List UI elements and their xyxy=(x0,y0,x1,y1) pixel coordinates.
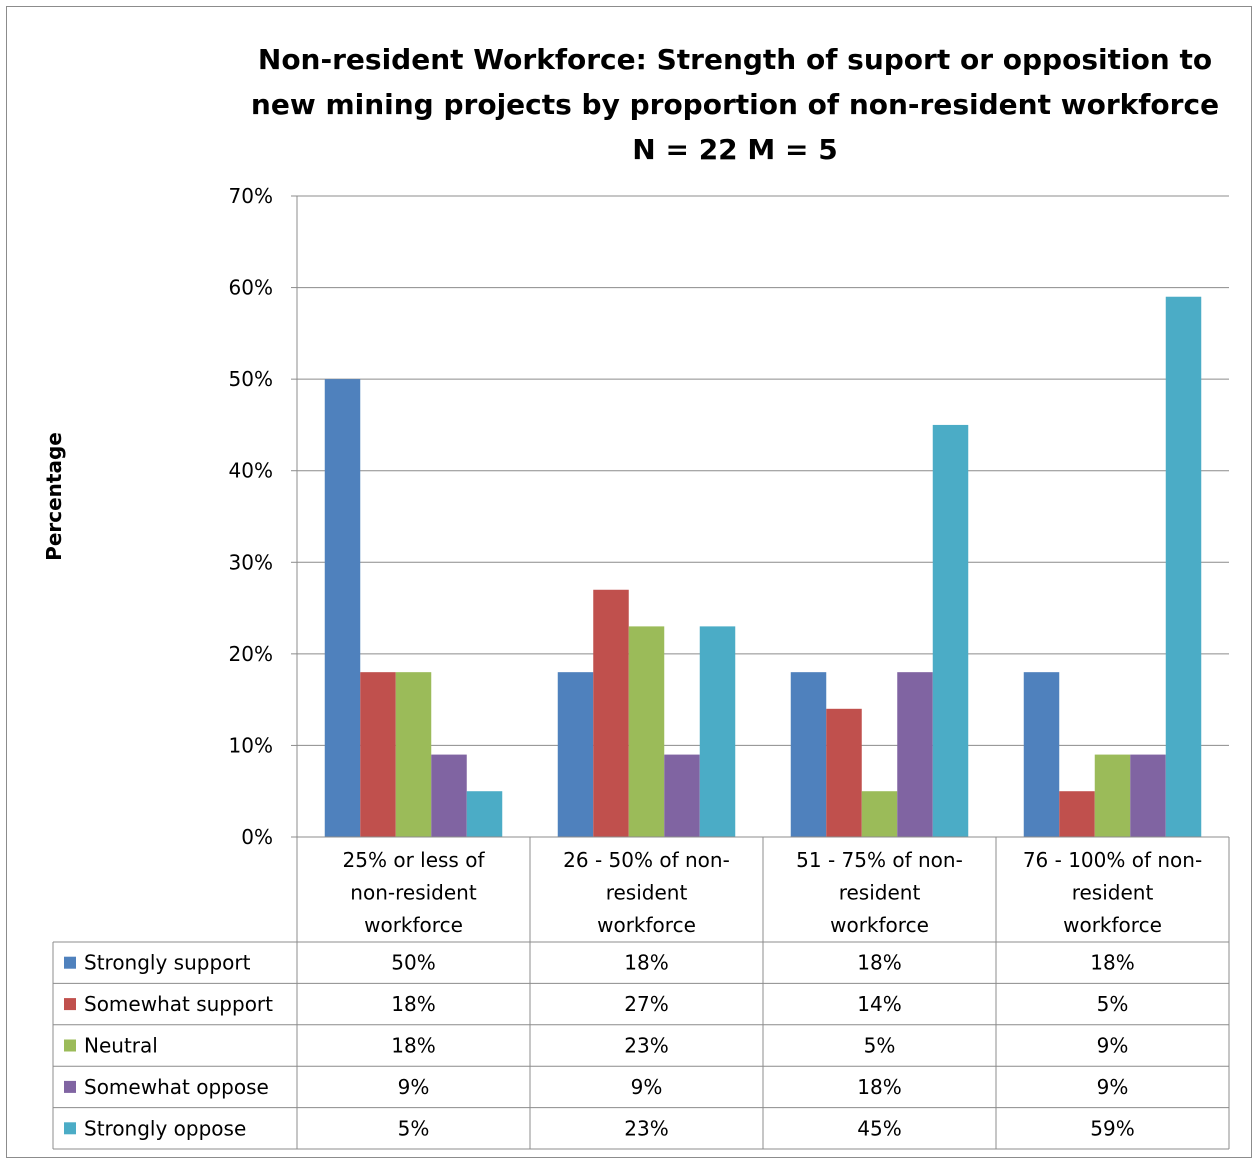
chart-title-line-2: new mining projects by proportion of non… xyxy=(251,88,1219,121)
data-label-3-3: 5% xyxy=(864,1034,896,1058)
category-label-2-line-1: 26 - 50% of non- xyxy=(563,848,730,872)
category-label-1-line-2: non-resident xyxy=(350,881,477,905)
category-label-1-line-3: workforce xyxy=(364,913,463,937)
bar-1-2 xyxy=(557,672,594,837)
y-tick-label-10: 10% xyxy=(229,733,273,757)
bar-2-3 xyxy=(826,708,862,837)
legend-label-3: Neutral xyxy=(84,1034,158,1058)
bar-1-4 xyxy=(1023,672,1060,837)
legend-swatch-1 xyxy=(64,956,76,969)
y-tick-label-20: 20% xyxy=(229,642,273,666)
data-label-3-1: 18% xyxy=(391,1034,435,1058)
data-label-2-4: 5% xyxy=(1097,992,1129,1016)
bar-5-4 xyxy=(1165,296,1202,837)
bar-1-1 xyxy=(324,379,361,837)
legend-label-5: Strongly oppose xyxy=(84,1116,246,1140)
category-label-2-line-2: resident xyxy=(606,881,688,905)
data-label-1-2: 18% xyxy=(624,951,668,975)
legend-swatch-5 xyxy=(64,1122,76,1135)
data-label-4-1: 9% xyxy=(398,1075,430,1099)
legend-label-2: Somewhat support xyxy=(84,992,273,1016)
category-label-4-line-2: resident xyxy=(1072,881,1154,905)
data-label-3-4: 9% xyxy=(1097,1034,1129,1058)
bar-2-4 xyxy=(1059,791,1095,837)
chart-title-line-1: Non-resident Workforce: Strength of supo… xyxy=(258,43,1212,76)
data-label-2-3: 14% xyxy=(857,992,901,1016)
y-tick-label-0: 0% xyxy=(241,825,273,849)
data-label-5-1: 5% xyxy=(398,1116,430,1140)
bar-2-2 xyxy=(593,589,629,837)
data-label-5-2: 23% xyxy=(624,1116,668,1140)
chart-svg: Non-resident Workforce: Strength of supo… xyxy=(42,43,1230,1150)
data-label-4-3: 18% xyxy=(857,1075,901,1099)
chart-title-line-3: N = 22 M = 5 xyxy=(632,133,837,166)
data-label-1-1: 50% xyxy=(391,951,435,975)
category-label-4-line-3: workforce xyxy=(1063,913,1162,937)
data-label-4-2: 9% xyxy=(631,1075,663,1099)
y-tick-label-30: 30% xyxy=(229,550,273,574)
bar-5-3 xyxy=(932,424,969,837)
y-tick-label-70: 70% xyxy=(229,184,273,208)
y-axis-label: Percentage xyxy=(42,432,66,561)
bar-2-1 xyxy=(360,672,396,837)
data-label-5-3: 45% xyxy=(857,1116,901,1140)
category-label-3-line-2: resident xyxy=(839,881,921,905)
category-label-3-line-3: workforce xyxy=(830,913,929,937)
category-label-3-line-1: 51 - 75% of non- xyxy=(796,848,963,872)
bar-4-1 xyxy=(431,754,467,837)
y-tick-label-40: 40% xyxy=(229,459,273,483)
bar-3-2 xyxy=(628,626,665,837)
y-tick-label-50: 50% xyxy=(229,367,273,391)
bar-3-1 xyxy=(395,672,432,837)
bar-3-4 xyxy=(1094,754,1131,837)
bar-4-4 xyxy=(1130,754,1166,837)
data-label-1-3: 18% xyxy=(857,951,901,975)
data-label-4-4: 9% xyxy=(1097,1075,1129,1099)
data-label-5-4: 59% xyxy=(1090,1116,1134,1140)
legend-label-1: Strongly support xyxy=(84,951,251,975)
chart-frame: Non-resident Workforce: Strength of supo… xyxy=(6,6,1252,1158)
bar-5-2 xyxy=(699,626,736,837)
bar-1-3 xyxy=(790,672,827,837)
bar-4-2 xyxy=(664,754,700,837)
category-label-2-line-3: workforce xyxy=(597,913,696,937)
data-label-1-4: 18% xyxy=(1090,951,1134,975)
legend-swatch-4 xyxy=(64,1080,76,1093)
data-label-3-2: 23% xyxy=(624,1034,668,1058)
legend-label-4: Somewhat oppose xyxy=(84,1075,269,1099)
y-tick-label-60: 60% xyxy=(229,276,273,300)
data-label-2-1: 18% xyxy=(391,992,435,1016)
bar-5-1 xyxy=(466,791,503,837)
bar-4-3 xyxy=(897,672,933,837)
category-label-1-line-1: 25% or less of xyxy=(343,848,486,872)
legend-swatch-3 xyxy=(64,1039,76,1052)
category-label-4-line-1: 76 - 100% of non- xyxy=(1023,848,1202,872)
legend-swatch-2 xyxy=(64,998,76,1011)
data-label-2-2: 27% xyxy=(624,992,668,1016)
bar-3-3 xyxy=(861,791,898,837)
